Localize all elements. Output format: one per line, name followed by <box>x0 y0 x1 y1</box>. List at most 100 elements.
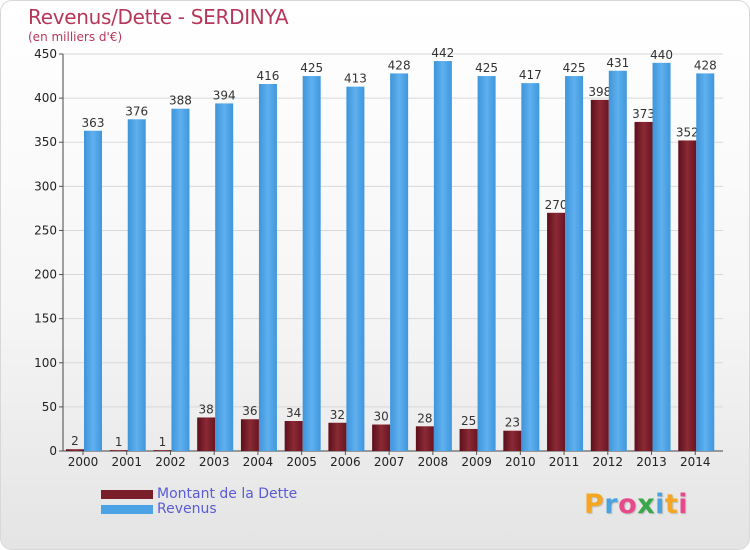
x-tick-label: 2008 <box>418 455 449 469</box>
y-tick-label: 50 <box>42 400 57 414</box>
x-tick-label: 2001 <box>111 455 142 469</box>
data-label-debt: 25 <box>461 414 476 428</box>
bar-debt <box>590 99 609 452</box>
bar-revenue <box>652 62 671 451</box>
data-label-revenue: 388 <box>169 94 192 108</box>
x-tick-label: 2005 <box>286 455 317 469</box>
x-tick-label: 2006 <box>330 455 361 469</box>
logo-letter: o <box>618 489 638 520</box>
data-label-debt: 373 <box>632 107 655 121</box>
x-tick-label: 2012 <box>593 455 624 469</box>
bar-revenue <box>696 73 715 452</box>
bar-revenue <box>565 76 584 452</box>
data-label-revenue: 363 <box>82 116 105 130</box>
logo-letter: i <box>678 489 689 520</box>
data-label-revenue: 376 <box>125 104 148 118</box>
x-tick-label: 2010 <box>505 455 536 469</box>
bar-debt <box>153 450 172 451</box>
data-label-revenue: 425 <box>563 61 586 75</box>
data-label-debt: 38 <box>199 402 214 416</box>
y-tick-label: 100 <box>34 356 57 370</box>
y-tick-label: 0 <box>49 444 57 458</box>
data-label-revenue: 413 <box>344 72 367 86</box>
data-label-revenue: 425 <box>475 61 498 75</box>
x-tick-label: 2014 <box>680 455 711 469</box>
bar-debt <box>372 424 391 451</box>
bar-debt <box>328 422 347 451</box>
data-label-debt: 32 <box>330 408 345 422</box>
bar-debt <box>66 449 84 451</box>
bar-debt <box>634 121 653 451</box>
y-tick-label: 200 <box>34 268 57 282</box>
legend-swatch-revenue <box>101 505 153 514</box>
x-tick-label: 2000 <box>68 455 99 469</box>
logo-letter: x <box>637 489 656 520</box>
bar-debt <box>503 430 522 451</box>
legend-label-debt: Montant de la Dette <box>157 486 298 502</box>
bar-debt <box>284 421 303 451</box>
data-label-debt: 1 <box>159 435 167 449</box>
bar-revenue <box>84 130 102 451</box>
bar-revenue <box>171 108 190 451</box>
y-tick-label: 450 <box>34 47 57 61</box>
bar-debt <box>415 426 434 451</box>
bar-debt <box>459 428 478 451</box>
data-label-revenue: 440 <box>650 48 673 62</box>
data-label-debt: 28 <box>417 411 432 425</box>
data-label-revenue: 428 <box>388 58 411 72</box>
bar-revenue <box>258 83 277 452</box>
data-label-debt: 398 <box>588 85 611 99</box>
data-label-debt: 36 <box>242 404 257 418</box>
x-tick-label: 2004 <box>243 455 274 469</box>
bar-revenue <box>433 61 452 452</box>
bar-revenue <box>127 119 146 451</box>
data-label-revenue: 394 <box>213 88 236 102</box>
bar-revenue <box>390 73 409 452</box>
chart-title: Revenus/Dette - SERDINYA <box>28 5 289 29</box>
x-tick-label: 2002 <box>155 455 186 469</box>
bar-revenue <box>302 76 321 452</box>
x-tick-label: 2009 <box>461 455 492 469</box>
chart-subtitle: (en milliers d'€) <box>28 30 123 44</box>
logo-letter: t <box>664 489 679 520</box>
logo-letter: i <box>655 489 665 520</box>
bar-revenue <box>521 83 540 451</box>
data-label-revenue: 425 <box>300 61 323 75</box>
data-label-debt: 23 <box>505 416 520 430</box>
logo-letter: r <box>604 489 619 520</box>
x-tick-label: 2007 <box>374 455 405 469</box>
legend-swatch-debt <box>101 490 153 499</box>
bar-revenue <box>477 76 496 452</box>
data-label-debt: 34 <box>286 406 301 420</box>
data-label-debt: 270 <box>545 198 568 212</box>
bar-debt <box>678 140 697 452</box>
bar-debt <box>547 212 566 451</box>
data-label-revenue: 442 <box>431 46 454 60</box>
y-tick-label: 350 <box>34 135 57 149</box>
data-label-debt: 1 <box>115 435 123 449</box>
y-tick-label: 250 <box>34 223 57 237</box>
data-label-revenue: 416 <box>256 69 279 83</box>
data-label-debt: 2 <box>71 434 79 448</box>
y-tick-label: 400 <box>34 91 57 105</box>
data-label-debt: 30 <box>373 410 388 424</box>
bar-revenue <box>215 103 234 451</box>
y-tick-label: 300 <box>34 179 57 193</box>
x-tick-label: 2011 <box>549 455 580 469</box>
bar-revenue <box>608 70 627 452</box>
x-tick-label: 2003 <box>199 455 230 469</box>
data-label-debt: 352 <box>676 125 699 139</box>
data-label-revenue: 431 <box>606 56 629 70</box>
proxiti-logo: Proxiti <box>584 489 688 520</box>
x-tick-label: 2013 <box>636 455 667 469</box>
data-label-revenue: 428 <box>694 58 717 72</box>
data-label-revenue: 417 <box>519 68 542 82</box>
bar-debt <box>109 450 128 451</box>
logo-letter: P <box>584 489 605 520</box>
bar-revenue <box>346 86 365 452</box>
bar-debt <box>197 417 216 451</box>
y-tick-label: 150 <box>34 312 57 326</box>
legend-label-revenue: Revenus <box>157 501 217 517</box>
